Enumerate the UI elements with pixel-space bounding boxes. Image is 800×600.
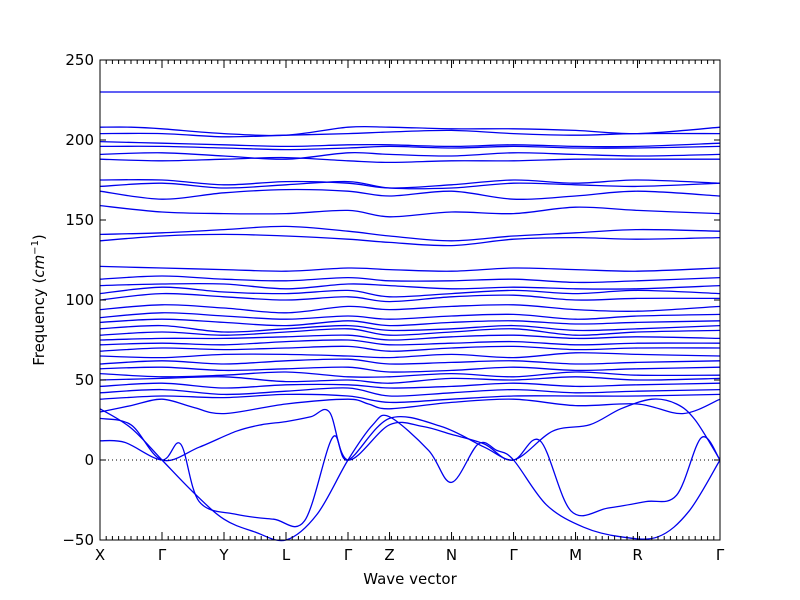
x-axis-label: Wave vector	[363, 570, 457, 588]
phonon-branch-14	[99, 265, 721, 272]
phonon-branch-21	[99, 318, 721, 327]
x-tick-label: Z	[384, 546, 394, 564]
phonon-branch-27	[99, 352, 721, 359]
phonon-branch-11	[99, 204, 721, 218]
phonon-branch-15	[99, 275, 721, 284]
phonon-branch-4	[99, 140, 721, 148]
phonon-branch-16	[99, 282, 721, 290]
x-tick-label: Γ	[509, 546, 518, 564]
y-tick-label: 0	[84, 451, 94, 469]
phonon-branch-29	[99, 366, 721, 373]
phonon-branch-37	[99, 415, 721, 528]
phonon-branch-12	[99, 225, 721, 242]
phonon-branch-17	[99, 286, 721, 298]
phonon-branch-20	[99, 312, 721, 320]
y-tick-label: 50	[75, 371, 94, 389]
phonon-branch-30	[99, 371, 721, 378]
x-tick-label: R	[632, 546, 642, 564]
phonon-branch-26	[99, 345, 721, 352]
y-axis-label-close: )	[30, 234, 48, 240]
phonon-branch-38	[99, 408, 721, 542]
y-axis-label-unit: cm	[30, 255, 48, 278]
phonon-branch-33	[99, 387, 721, 397]
y-axis-label-exp: −1	[30, 240, 41, 255]
phonon-branch-28	[99, 358, 721, 365]
y-tick-label: 100	[65, 291, 94, 309]
phonon-branch-10	[99, 188, 721, 200]
phonon-branch-36	[99, 398, 721, 462]
x-tick-label: X	[95, 546, 105, 564]
x-tick-label: L	[282, 546, 291, 564]
phonon-branch-22	[99, 324, 721, 333]
phonon-branch-2	[99, 125, 721, 137]
y-tick-labels: −50 0 50 100 150 200 250	[62, 51, 94, 549]
x-tick-label: Γ	[344, 546, 353, 564]
y-tick-label: 250	[65, 51, 94, 69]
phonon-branch-34	[99, 393, 721, 404]
x-tick-label: N	[446, 546, 457, 564]
x-tick-label: Γ	[716, 546, 725, 564]
x-tick-label: M	[569, 546, 582, 564]
phonon-branch-18	[99, 292, 721, 303]
phonon-branch-32	[99, 382, 721, 389]
x-tick-label: Y	[218, 546, 229, 564]
phonon-branch-5	[99, 145, 721, 151]
plot-lines	[99, 91, 721, 542]
y-axis-label-main: Frequency (	[30, 278, 48, 366]
phonon-branch-3	[99, 129, 721, 138]
x-tick-label: Γ	[158, 546, 167, 564]
phonon-branch-25	[99, 339, 721, 346]
y-tick-label: 200	[65, 131, 94, 149]
phonon-branch-9	[99, 180, 721, 190]
y-tick-label: −50	[62, 531, 94, 549]
phonon-branch-31	[99, 376, 721, 384]
y-tick-label: 150	[65, 211, 94, 229]
phonon-branch-35	[99, 398, 721, 415]
phonon-branch-7	[99, 156, 720, 164]
phonon-branch-6	[99, 151, 721, 160]
phonon-branch-24	[99, 334, 721, 341]
phonon-branch-19	[99, 304, 721, 314]
phonon-branch-23	[99, 328, 721, 336]
plot-frame	[99, 59, 721, 541]
y-axis-label: Frequency (cm−1)	[30, 234, 48, 366]
phonon-branch-13	[99, 233, 721, 247]
